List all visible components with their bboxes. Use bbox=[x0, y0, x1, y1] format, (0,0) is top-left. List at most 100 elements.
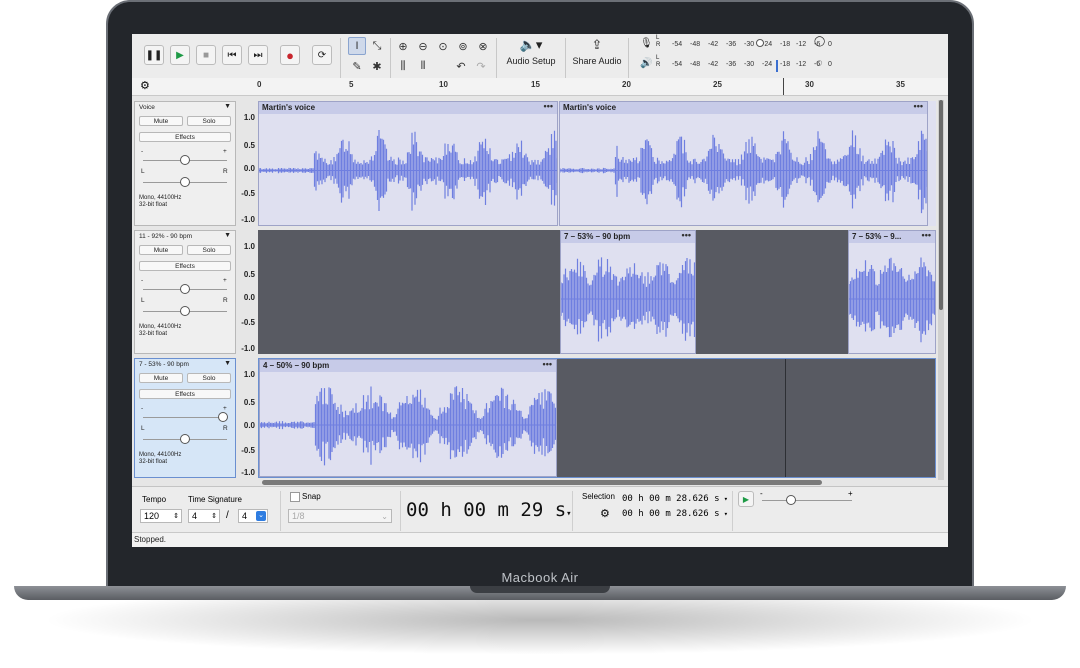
stop-button[interactable]: ■ bbox=[196, 45, 216, 65]
effects-button[interactable]: Effects bbox=[139, 261, 231, 271]
selection-tool[interactable]: I bbox=[348, 37, 366, 55]
play-level-marker[interactable] bbox=[776, 60, 778, 72]
clip-title[interactable]: Martin's voice bbox=[262, 103, 316, 112]
track-control-panel-11[interactable]: 11 - 92% - 90 bpm ▼ Mute Solo Effects - … bbox=[134, 230, 236, 354]
amplitude-scale[interactable]: 1.0 0.5 0.0 -0.5 -1.0 bbox=[241, 370, 255, 477]
clip-menu-icon[interactable]: ••• bbox=[921, 230, 931, 240]
selection-start-time[interactable]: 00 h 00 m 28.626 s ▾ bbox=[622, 494, 728, 504]
snap-checkbox[interactable] bbox=[290, 492, 300, 502]
amplitude-scale[interactable]: 1.0 0.5 0.0 -0.5 -1.0 bbox=[241, 242, 255, 353]
track-format-info: Mono, 44100Hz 32-bit float bbox=[139, 324, 182, 337]
play-at-speed-icon: ▶ bbox=[742, 494, 750, 504]
timeline-ruler[interactable]: ⚙ 0 5 10 15 20 25 30 35 bbox=[132, 78, 948, 96]
track-control-panel-voice[interactable]: Voice ▼ Mute Solo Effects - + L R Mono, … bbox=[134, 101, 236, 226]
clip-title[interactable]: 7 – 53% – 9... bbox=[852, 232, 902, 241]
separator bbox=[496, 38, 497, 78]
undo-button[interactable]: ↶ bbox=[452, 57, 470, 75]
play-reset-icon[interactable]: ◌ bbox=[816, 57, 823, 69]
share-audio-button[interactable]: ⇪ Share Audio bbox=[568, 37, 626, 75]
multi-tool[interactable]: ✱ bbox=[368, 57, 386, 75]
solo-button[interactable]: Solo bbox=[187, 116, 231, 126]
trim-button[interactable]: ⫼ bbox=[394, 57, 412, 75]
gain-slider[interactable] bbox=[143, 417, 227, 418]
record-button[interactable]: ● bbox=[280, 45, 300, 65]
selection-end-time[interactable]: 00 h 00 m 28.626 s ▾ bbox=[622, 509, 728, 519]
audio-clip[interactable]: Martin's voice ••• bbox=[258, 101, 558, 226]
track-lane-voice[interactable]: Martin's voice ••• Martin's voice ••• bbox=[258, 101, 936, 226]
track-name[interactable]: 7 - 53% - 90 bpm bbox=[139, 361, 189, 368]
playback-meter[interactable]: -54 -48 -42 -36 -30 -24 -18 -12 -6 0 bbox=[672, 60, 832, 68]
ruler-label: 5 bbox=[349, 80, 354, 89]
loop-button[interactable]: ⟳ bbox=[312, 45, 332, 65]
track-name[interactable]: Voice bbox=[139, 104, 155, 111]
snap-select[interactable]: 1/8 ⌄ bbox=[288, 509, 392, 523]
clip-menu-icon[interactable]: ••• bbox=[681, 230, 691, 240]
play-at-speed-button[interactable]: ▶ bbox=[738, 491, 754, 507]
track-control-panel-7[interactable]: 7 - 53% - 90 bpm ▼ Mute Solo Effects - +… bbox=[134, 358, 236, 478]
timeline-settings-icon[interactable]: ⚙ bbox=[140, 80, 150, 92]
gain-slider-knob[interactable] bbox=[180, 284, 190, 294]
audio-clip[interactable]: Martin's voice ••• bbox=[559, 101, 928, 226]
audio-setup-button[interactable]: 🔈▾ Audio Setup bbox=[502, 37, 560, 75]
rec-reset-icon[interactable]: ◯ bbox=[814, 36, 826, 47]
mute-button[interactable]: Mute bbox=[139, 245, 183, 255]
recording-meter[interactable]: -54 -48 -42 -36 -30 -24 -18 -12 -6 0 bbox=[672, 40, 832, 48]
draw-tool[interactable]: ✎ bbox=[348, 57, 366, 75]
speed-slider[interactable] bbox=[762, 500, 852, 501]
zoom-toggle-button[interactable]: ⊗ bbox=[474, 37, 492, 55]
track-name[interactable]: 11 - 92% - 90 bpm bbox=[139, 233, 192, 240]
pan-slider-knob[interactable] bbox=[180, 306, 190, 316]
tempo-input[interactable]: 120 ⇕ bbox=[140, 509, 182, 523]
pan-slider-knob[interactable] bbox=[180, 434, 190, 444]
envelope-tool[interactable]: ⤡ bbox=[368, 37, 386, 55]
track-menu-arrow-icon[interactable]: ▼ bbox=[224, 360, 231, 367]
gain-slider-knob[interactable] bbox=[217, 412, 228, 422]
mute-button[interactable]: Mute bbox=[139, 116, 183, 126]
envelope-icon: ⤡ bbox=[372, 39, 382, 52]
play-button[interactable]: ▶ bbox=[170, 45, 190, 65]
audio-clip[interactable]: 7 – 53% – 90 bpm ••• bbox=[560, 230, 696, 354]
clip-menu-icon[interactable]: ••• bbox=[913, 101, 923, 111]
zoom-in-button[interactable]: ⊕ bbox=[394, 37, 412, 55]
effects-button[interactable]: Effects bbox=[139, 389, 231, 399]
pan-slider-knob[interactable] bbox=[180, 177, 190, 187]
silence-button[interactable]: ⫴ bbox=[414, 57, 432, 75]
track-menu-arrow-icon[interactable]: ▼ bbox=[224, 103, 231, 110]
speed-slider-knob[interactable] bbox=[786, 495, 796, 505]
microphone-icon[interactable]: 🎙 bbox=[640, 38, 653, 49]
track-menu-arrow-icon[interactable]: ▼ bbox=[224, 232, 231, 239]
audio-clip[interactable]: 4 – 50% – 90 bpm ••• bbox=[259, 359, 557, 477]
vertical-scrollbar-thumb[interactable] bbox=[939, 100, 943, 310]
amplitude-scale[interactable]: 1.0 0.5 0.0 -0.5 -1.0 bbox=[241, 113, 255, 224]
clip-menu-icon[interactable]: ••• bbox=[542, 359, 552, 369]
ruler-label: 0 bbox=[257, 80, 262, 89]
skip-end-button[interactable]: ⏭ bbox=[248, 45, 268, 65]
track-lane-7[interactable]: 4 – 50% – 90 bpm ••• bbox=[258, 358, 936, 478]
clip-menu-icon[interactable]: ••• bbox=[543, 101, 553, 111]
mute-button[interactable]: Mute bbox=[139, 373, 183, 383]
solo-button[interactable]: Solo bbox=[187, 245, 231, 255]
pause-button[interactable]: ❚❚ bbox=[144, 45, 164, 65]
dropdown-icon: ⌄ bbox=[256, 511, 266, 521]
selection-settings-icon[interactable]: ⚙ bbox=[600, 508, 610, 520]
speaker-meter-icon[interactable]: 🔊 bbox=[640, 58, 653, 69]
audio-clip[interactable]: 7 – 53% – 9... ••• bbox=[848, 230, 936, 354]
fit-project-button[interactable]: ⊚ bbox=[454, 37, 472, 55]
zoom-out-button[interactable]: ⊖ bbox=[414, 37, 432, 55]
rec-level-knob[interactable] bbox=[756, 39, 764, 47]
redo-button[interactable]: ↷ bbox=[472, 57, 490, 75]
clip-title[interactable]: 4 – 50% – 90 bpm bbox=[263, 361, 330, 370]
ts-denominator-select[interactable]: 4 ⌄ bbox=[238, 509, 268, 523]
clip-title[interactable]: 7 – 53% – 90 bpm bbox=[564, 232, 631, 241]
skip-start-button[interactable]: ⏮ bbox=[222, 45, 242, 65]
horizontal-scrollbar-thumb[interactable] bbox=[262, 480, 822, 485]
gain-slider-knob[interactable] bbox=[180, 155, 190, 165]
ts-numerator-input[interactable]: 4 ⇕ bbox=[188, 509, 220, 523]
fit-selection-button[interactable]: ⊙ bbox=[434, 37, 452, 55]
track-lane-11[interactable]: 7 – 53% – 90 bpm ••• 7 – 53% – 9... ••• bbox=[258, 230, 936, 354]
clip-title[interactable]: Martin's voice bbox=[563, 103, 617, 112]
time-display[interactable]: 00 h 00 m 29 s▾ bbox=[406, 499, 572, 521]
effects-button[interactable]: Effects bbox=[139, 132, 231, 142]
solo-button[interactable]: Solo bbox=[187, 373, 231, 383]
